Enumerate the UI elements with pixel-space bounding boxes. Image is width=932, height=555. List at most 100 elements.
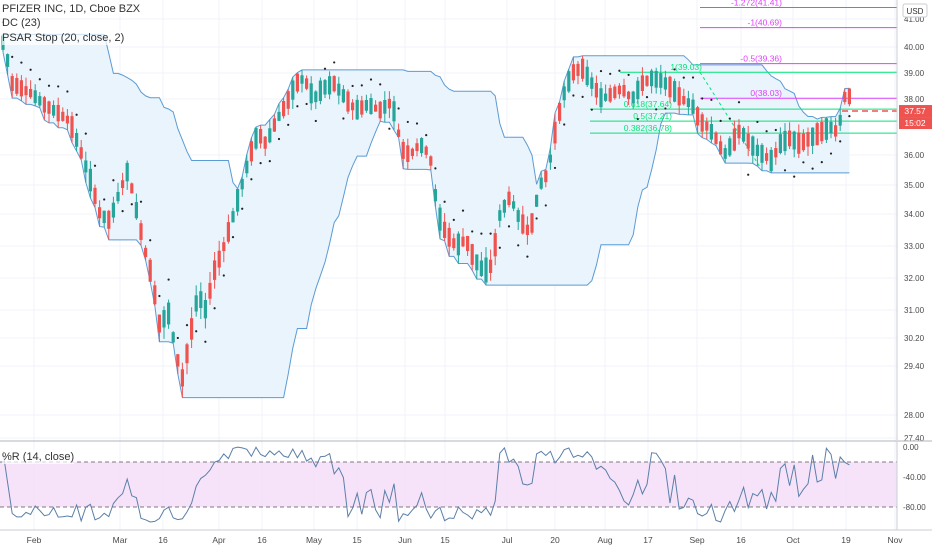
candle-body[interactable] [263, 136, 267, 149]
candle-body[interactable] [125, 162, 129, 182]
candle-body[interactable] [769, 149, 773, 172]
candle-body[interactable] [226, 222, 230, 242]
candle-body[interactable] [429, 156, 433, 166]
candle-body[interactable] [116, 191, 120, 202]
candle-body[interactable] [33, 90, 37, 104]
candle-body[interactable] [70, 116, 74, 138]
candle-body[interactable] [728, 138, 732, 156]
psar-indicator-label[interactable]: PSAR Stop (20, close, 2) [2, 31, 125, 45]
candle-body[interactable] [811, 127, 815, 146]
fibonacci-levels[interactable]: -1.272(41.41) -1(40.69) -0.5(39.36) 1(39.03… [590, 0, 897, 168]
candle-body[interactable] [558, 102, 562, 121]
candle-body[interactable] [42, 97, 46, 113]
candle-body[interactable] [774, 148, 778, 158]
candle-body[interactable] [778, 134, 782, 154]
candle-body[interactable] [755, 144, 759, 157]
candle-body[interactable] [65, 115, 69, 124]
candle-body[interactable] [15, 77, 19, 94]
candle-body[interactable] [714, 132, 718, 144]
candle-body[interactable] [553, 121, 557, 144]
candle-body[interactable] [765, 153, 769, 161]
candle-body[interactable] [134, 202, 138, 219]
candle-body[interactable] [576, 63, 580, 76]
price-pane[interactable]: -1.272(41.41) -1(40.69) -0.5(39.36) 1(39.03… [0, 0, 897, 530]
candle-body[interactable] [369, 98, 373, 115]
candle-body[interactable] [682, 95, 686, 105]
candle-body[interactable] [360, 100, 364, 115]
candle-body[interactable] [203, 300, 207, 319]
candle-body[interactable] [222, 242, 226, 252]
candle-body[interactable] [590, 77, 594, 89]
candle-body[interactable] [24, 86, 28, 96]
candle-body[interactable] [387, 98, 391, 109]
candle-body[interactable] [654, 70, 658, 88]
candle-body[interactable] [535, 194, 539, 207]
candle-body[interactable] [102, 210, 106, 224]
candle-body[interactable] [548, 154, 552, 163]
candle-body[interactable] [613, 86, 617, 99]
candle-body[interactable] [88, 168, 92, 192]
candle-body[interactable] [217, 250, 221, 268]
candle-body[interactable] [461, 236, 465, 247]
candle-body[interactable] [732, 128, 736, 151]
candle-body[interactable] [259, 129, 263, 144]
candle-body[interactable] [544, 170, 548, 183]
candle-body[interactable] [277, 111, 281, 121]
candle-body[interactable] [190, 318, 194, 340]
williams-r-indicator-label[interactable]: %R (14, close) [2, 450, 75, 464]
candle-body[interactable] [282, 100, 286, 117]
candle-body[interactable] [456, 233, 460, 256]
candle-body[interactable] [305, 78, 309, 89]
candle-body[interactable] [374, 104, 378, 112]
candle-body[interactable] [801, 133, 805, 151]
donchian-indicator-label[interactable]: DC (23) [2, 16, 41, 30]
candle-body[interactable] [392, 101, 396, 122]
candle-body[interactable] [401, 141, 405, 159]
candle-body[interactable] [162, 310, 166, 328]
candle-body[interactable] [571, 64, 575, 81]
candle-body[interactable] [512, 201, 516, 209]
time-axis[interactable]: Feb Mar 16 Apr 16 May 15 Jun 15 Jul 20 Aug 17 Sep 16 Oc… [0, 529, 932, 545]
candle-body[interactable] [167, 302, 171, 325]
candle-body[interactable] [604, 93, 608, 101]
candle-body[interactable] [709, 123, 713, 140]
candle-body[interactable] [760, 144, 764, 163]
candle-body[interactable] [272, 118, 276, 132]
candle-body[interactable] [355, 99, 359, 120]
candle-body[interactable] [314, 91, 318, 103]
candle-body[interactable] [838, 114, 842, 126]
candle-body[interactable] [176, 354, 180, 367]
candle-body[interactable] [691, 99, 695, 114]
candle-body[interactable] [484, 257, 488, 283]
candle-body[interactable] [751, 136, 755, 156]
candle-body[interactable] [254, 127, 258, 149]
candle-body[interactable] [29, 88, 33, 98]
candle-body[interactable] [507, 191, 511, 205]
candle-body[interactable] [139, 223, 143, 240]
candle-body[interactable] [424, 146, 428, 155]
candle-body[interactable] [56, 104, 60, 122]
candle-body[interactable] [783, 130, 787, 152]
candle-body[interactable] [627, 91, 631, 100]
candle-body[interactable] [631, 91, 635, 104]
candle-body[interactable] [447, 227, 451, 247]
candle-body[interactable] [111, 202, 115, 218]
candle-body[interactable] [719, 141, 723, 155]
candle-body[interactable] [806, 132, 810, 147]
candle-body[interactable] [677, 87, 681, 106]
candle-body[interactable] [562, 86, 566, 101]
candle-body[interactable] [479, 260, 483, 277]
candle-body[interactable] [599, 88, 603, 108]
symbol-title[interactable]: PFIZER INC, 1D, Cboe BZX [2, 2, 141, 16]
candle-body[interactable] [213, 260, 217, 280]
candle-body[interactable] [19, 80, 23, 97]
candle-body[interactable] [61, 111, 65, 121]
candle-body[interactable] [148, 259, 152, 282]
candle-body[interactable] [286, 91, 290, 109]
candle-body[interactable] [383, 100, 387, 114]
candle-body[interactable] [475, 254, 479, 271]
candle-body[interactable] [406, 145, 410, 163]
candle-body[interactable] [144, 247, 148, 257]
candle-body[interactable] [300, 75, 304, 84]
